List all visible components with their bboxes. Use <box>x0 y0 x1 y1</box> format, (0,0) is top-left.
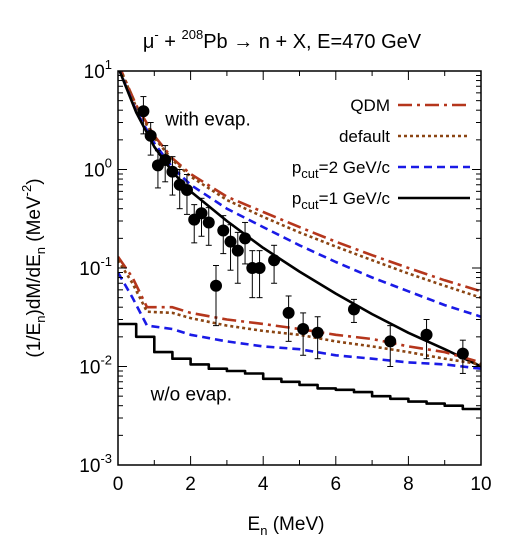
data-point <box>144 122 157 156</box>
data-point <box>239 221 252 265</box>
legend-label-default: default <box>339 127 390 146</box>
data-point <box>180 173 193 215</box>
x-axis-title: En (MeV) <box>248 514 325 538</box>
data-marker <box>384 335 397 348</box>
series-line-default-w-o-evap- <box>118 259 481 366</box>
data-point <box>210 265 223 327</box>
data-marker <box>347 303 360 316</box>
series-line-qdm-w-o-evap- <box>118 256 481 364</box>
series-line-pcut1-w-o-evap- <box>118 322 481 411</box>
annotation-without-evap: w/o evap. <box>150 385 232 406</box>
data-marker <box>166 165 179 178</box>
x-tick-label: 0 <box>113 474 124 495</box>
data-marker <box>137 105 150 118</box>
data-marker <box>239 232 252 245</box>
data-point <box>159 145 172 183</box>
y-tick-label: 10-2 <box>79 353 112 379</box>
data-point <box>311 316 324 360</box>
chart-title: μ- + 208Pb → n + X, E=470 GeV <box>143 27 422 53</box>
series-line-pcut1-with-evap- <box>118 71 481 368</box>
x-tick-label: 4 <box>258 474 269 495</box>
data-marker <box>253 262 266 274</box>
plot-area <box>118 71 481 411</box>
data-marker <box>217 224 230 237</box>
legend-label-pcut1: pcut=1 GeV/c <box>292 189 391 212</box>
annotation-with-evap: with evap. <box>164 109 251 130</box>
series-line-pcut2-with-evap- <box>118 71 481 318</box>
data-point <box>384 325 397 367</box>
y-tick-label: 10-3 <box>79 451 112 477</box>
y-tick-label: 100 <box>84 156 112 182</box>
data-marker <box>311 326 324 339</box>
legend-label-qdm: QDM <box>350 96 390 115</box>
y-axis-title: (1/En)dM/dEn (MeV-2) <box>19 178 48 357</box>
data-marker <box>159 153 172 166</box>
data-marker <box>195 207 208 220</box>
data-point <box>268 244 281 284</box>
x-tick-label: 8 <box>403 474 414 495</box>
data-marker <box>297 323 310 336</box>
x-tick-label: 2 <box>185 474 196 495</box>
y-tick-label: 10-1 <box>79 254 112 280</box>
tick-labels: 0 2 4 6 8 10 101 100 10-1 10-2 10-3 <box>79 57 491 495</box>
data-marker <box>282 306 295 319</box>
data-point <box>297 312 310 356</box>
x-tick-label: 10 <box>470 474 491 495</box>
data-point <box>137 96 150 135</box>
data-point <box>202 207 215 246</box>
data-point <box>195 197 208 237</box>
data-point <box>217 215 230 255</box>
data-point <box>231 231 244 284</box>
data-marker <box>268 254 281 267</box>
data-marker <box>420 328 433 341</box>
data-point <box>420 319 433 360</box>
data-point <box>246 250 259 299</box>
data-point <box>282 295 295 342</box>
legend-label-pcut2: pcut=2 GeV/c <box>292 158 391 181</box>
data-point <box>224 224 237 271</box>
data-marker <box>144 129 157 142</box>
legend: QDM default pcut=2 GeV/c pcut=1 GeV/c <box>292 96 470 212</box>
data-point <box>347 298 360 323</box>
data-point <box>456 339 469 374</box>
data-marker <box>210 279 223 292</box>
x-tick-label: 6 <box>331 474 342 495</box>
plot-content <box>118 71 481 411</box>
data-point <box>166 156 179 196</box>
data-marker <box>202 216 215 229</box>
axes <box>117 70 482 466</box>
data-marker <box>456 347 469 360</box>
data-marker <box>180 183 193 196</box>
data-marker <box>224 235 237 248</box>
data-point <box>253 250 266 299</box>
data-marker <box>231 244 244 257</box>
y-tick-label: 101 <box>84 57 112 83</box>
